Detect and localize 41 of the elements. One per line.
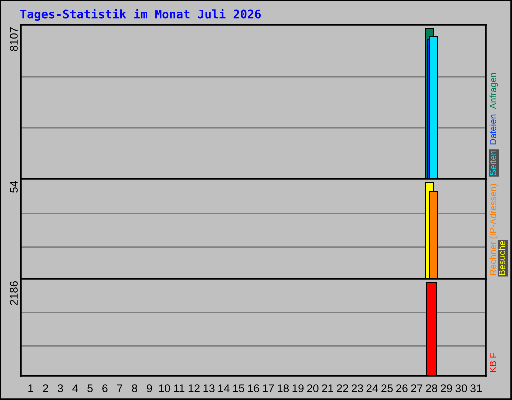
x-tick-label: 4 [72, 384, 78, 392]
x-tick-label: 1 [28, 384, 34, 392]
x-tick-label: 12 [188, 384, 200, 392]
x-tick-label: 2 [43, 384, 48, 392]
x-tick-label: 29 [441, 384, 452, 392]
x-tick-label: 25 [382, 384, 393, 392]
x-tick-label: 19 [292, 384, 304, 392]
x-tick-label: 11 [174, 384, 185, 392]
text: Besuche [498, 241, 506, 276]
x-tick-label: 27 [411, 384, 423, 392]
text: 2186 [10, 281, 18, 306]
text: KB F [490, 353, 496, 372]
x-tick-label: 10 [159, 384, 170, 392]
text: 8107 [10, 28, 18, 52]
x-tick-label: 15 [233, 384, 244, 392]
x-tick-label: 26 [396, 384, 408, 392]
x-tick-label: 14 [218, 384, 230, 392]
chart-title: Tages-Statistik im Monat Juli 2026 [20, 8, 262, 22]
x-tick-label: 13 [204, 384, 215, 392]
x-tick-label: 17 [263, 384, 274, 392]
x-tick-label: 5 [88, 384, 93, 392]
x-tick-label: 23 [352, 384, 364, 392]
x-tick-label: 8 [132, 384, 138, 392]
x-tick-label: 30 [456, 384, 468, 392]
text: Dateien [490, 114, 496, 145]
text: Seiten [490, 150, 496, 176]
x-tick-label: 20 [307, 384, 319, 392]
x-tick-label: 7 [117, 384, 123, 392]
x-tick-label: 22 [337, 384, 348, 392]
text: Rechner (IP-Adressen) [490, 184, 498, 276]
x-tick-label: 3 [58, 384, 64, 392]
x-tick-label: 18 [278, 384, 290, 392]
x-tick-label: 31 [470, 384, 482, 392]
x-tick-label: 28 [426, 384, 438, 392]
x-tick-label: 24 [366, 384, 378, 392]
text: Anfragen [490, 73, 498, 110]
x-tick-label: 21 [322, 384, 334, 392]
text: 54 [10, 181, 18, 193]
x-tick-label: 16 [248, 384, 260, 392]
x-tick-label: 9 [147, 384, 152, 392]
x-tick-label: 6 [102, 384, 108, 392]
